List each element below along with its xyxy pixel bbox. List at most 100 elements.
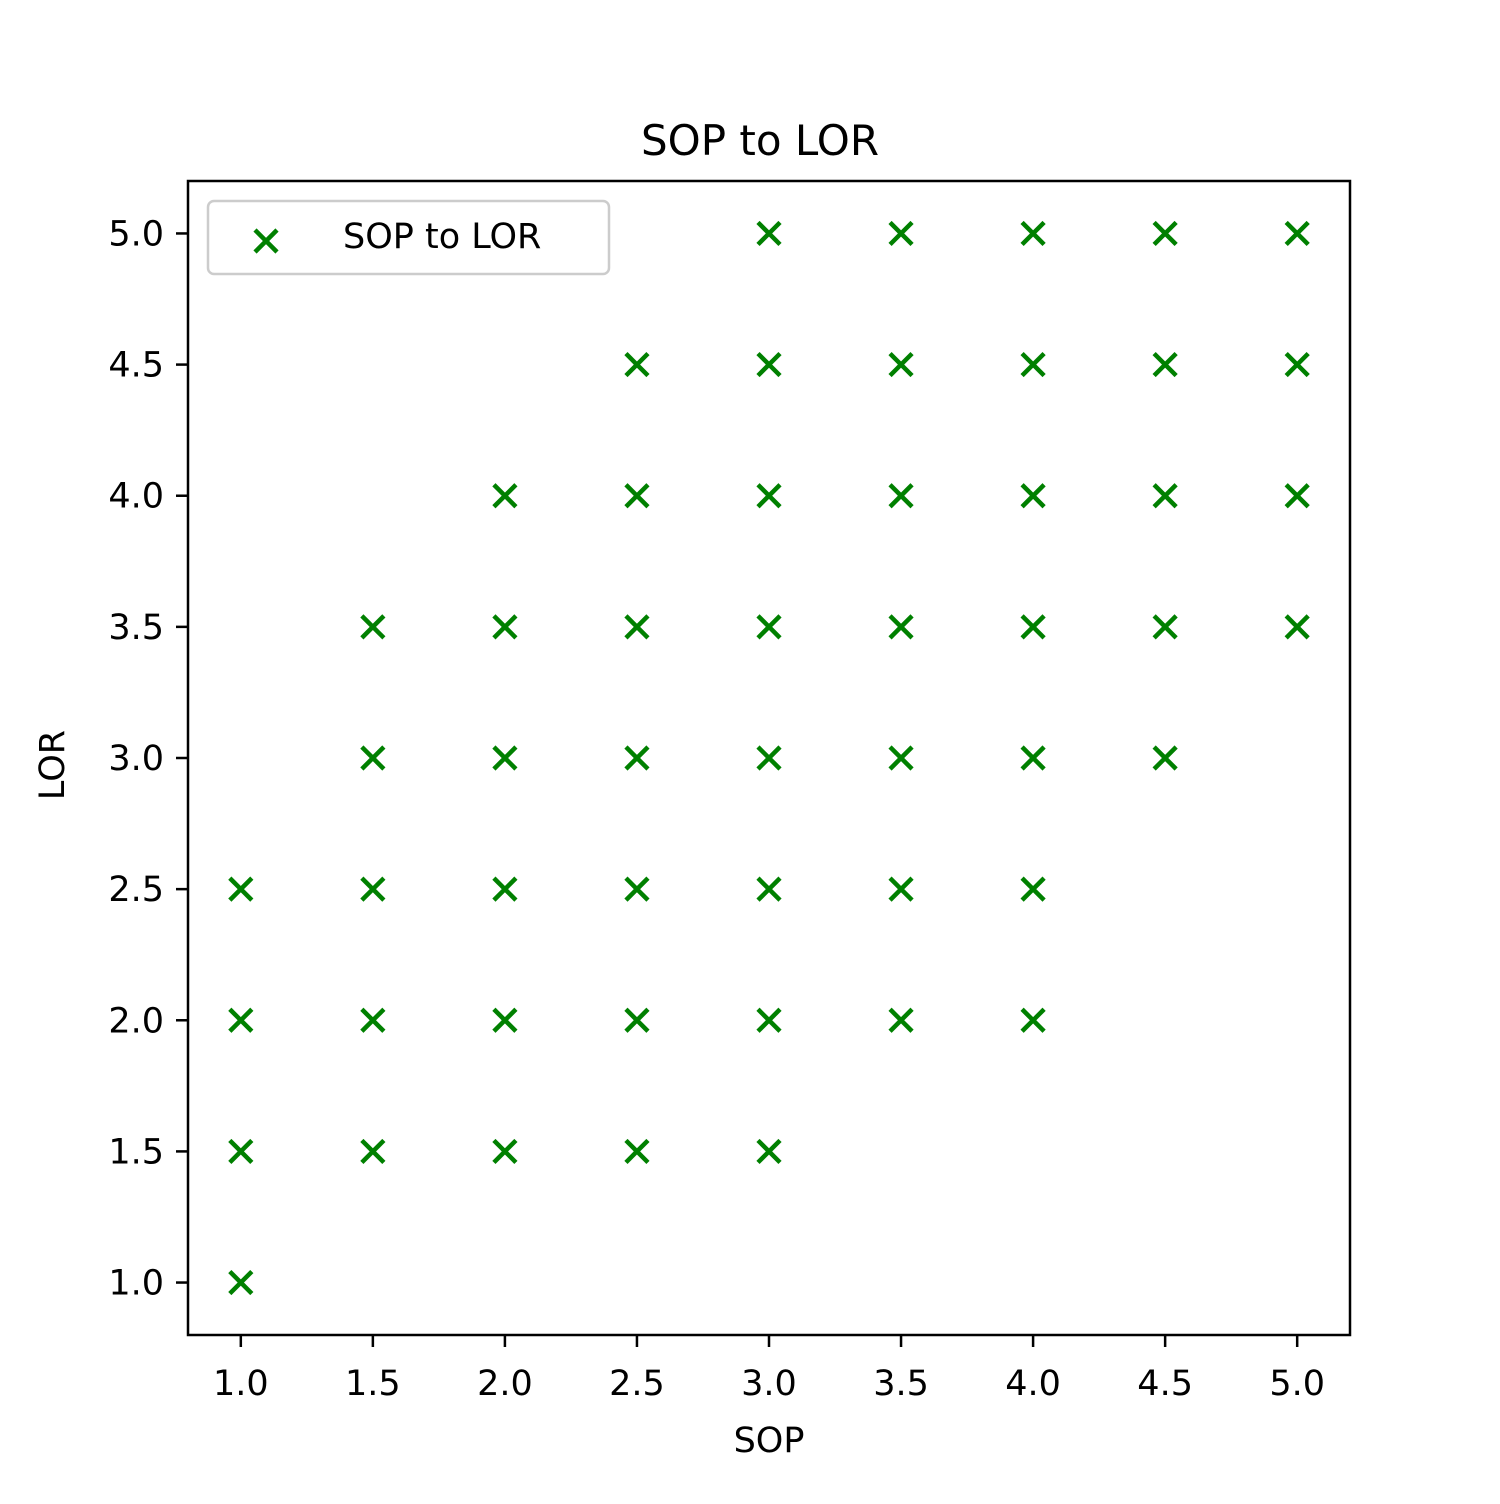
y-tick-label: 2.0 — [108, 1001, 164, 1041]
data-point — [1152, 745, 1178, 771]
data-point-stroke — [1152, 745, 1178, 771]
data-point-stroke — [1284, 483, 1310, 509]
data-point-stroke — [1284, 220, 1310, 247]
data-point-stroke — [1020, 876, 1046, 902]
legend-marker-stroke — [253, 228, 279, 254]
y-axis-label: LOR — [33, 730, 73, 800]
data-point — [624, 614, 650, 640]
data-point — [492, 876, 518, 902]
data-point — [1020, 1007, 1046, 1033]
data-point — [1020, 483, 1046, 509]
data-point — [1152, 351, 1178, 378]
data-point-stroke — [756, 614, 782, 640]
data-point — [756, 1007, 782, 1033]
data-point — [888, 1007, 914, 1033]
data-point — [624, 745, 650, 771]
data-point-stroke — [624, 1007, 650, 1033]
data-point — [228, 876, 254, 902]
data-point — [1020, 745, 1046, 771]
data-point-stroke — [888, 876, 914, 902]
data-point — [756, 745, 782, 771]
data-point — [756, 1138, 782, 1165]
data-point — [1284, 351, 1310, 378]
data-point — [360, 1007, 386, 1033]
data-point — [360, 614, 386, 640]
data-point — [1152, 614, 1178, 640]
data-point-stroke — [888, 614, 914, 640]
data-point-stroke — [624, 483, 650, 509]
data-point — [1152, 483, 1178, 509]
data-point-stroke — [756, 745, 782, 771]
legend-marker — [253, 228, 279, 254]
y-tick-label: 5.0 — [108, 214, 164, 254]
data-point — [756, 351, 782, 378]
data-point-stroke — [492, 876, 518, 902]
data-point-stroke — [1020, 220, 1046, 247]
data-point — [624, 351, 650, 378]
data-point-stroke — [492, 614, 518, 640]
data-point-stroke — [360, 876, 386, 902]
data-point — [756, 220, 782, 247]
data-point — [228, 1138, 254, 1165]
data-point-stroke — [228, 1269, 254, 1296]
data-point-stroke — [1152, 220, 1178, 247]
data-point — [756, 614, 782, 640]
data-point — [1284, 614, 1310, 640]
data-point-stroke — [624, 1138, 650, 1165]
x-tick-label: 3.0 — [741, 1364, 797, 1404]
data-point-stroke — [492, 483, 518, 509]
data-point-stroke — [888, 483, 914, 509]
y-tick-label: 1.0 — [108, 1264, 164, 1304]
data-point — [624, 1138, 650, 1165]
data-point — [888, 483, 914, 509]
data-point — [1020, 220, 1046, 247]
data-point — [360, 745, 386, 771]
data-point-stroke — [492, 1138, 518, 1165]
y-tick-label: 4.0 — [108, 477, 164, 517]
x-tick-label: 1.5 — [345, 1364, 401, 1404]
data-point-stroke — [1152, 351, 1178, 378]
y-axis: 1.0 1.5 2.0 2.5 3.0 3.5 4.0 4.5 5.0 — [108, 214, 188, 1304]
data-point-stroke — [756, 483, 782, 509]
x-tick-label: 2.0 — [477, 1364, 533, 1404]
data-point-stroke — [492, 1007, 518, 1033]
data-point-stroke — [888, 220, 914, 247]
data-point-stroke — [624, 614, 650, 640]
data-point — [360, 1138, 386, 1165]
data-point — [624, 1007, 650, 1033]
data-point — [1284, 220, 1310, 247]
y-tick-label: 2.5 — [108, 870, 164, 910]
data-point-stroke — [1020, 745, 1046, 771]
data-point — [1020, 351, 1046, 378]
legend-marker-icon — [253, 228, 279, 254]
data-point — [492, 614, 518, 640]
legend-label: SOP to LOR — [343, 217, 541, 257]
data-point-stroke — [228, 1138, 254, 1165]
data-point-stroke — [1284, 614, 1310, 640]
x-tick-label: 4.5 — [1137, 1364, 1193, 1404]
data-point-stroke — [228, 876, 254, 902]
data-point-stroke — [360, 1007, 386, 1033]
data-point-stroke — [1020, 351, 1046, 378]
data-point-stroke — [1152, 614, 1178, 640]
data-point — [888, 745, 914, 771]
y-tick-label: 3.0 — [108, 739, 164, 779]
data-point — [492, 483, 518, 509]
x-tick-label: 3.5 — [873, 1364, 929, 1404]
data-point-stroke — [756, 876, 782, 902]
data-point — [624, 483, 650, 509]
data-point-stroke — [360, 614, 386, 640]
data-point — [228, 1007, 254, 1033]
data-point — [888, 220, 914, 247]
y-tick-label: 4.5 — [108, 346, 164, 386]
data-point-stroke — [1020, 614, 1046, 640]
legend: SOP to LOR — [206, 199, 611, 276]
x-axis: 1.0 1.5 2.0 2.5 3.0 3.5 4.0 4.5 5.0 — [213, 1335, 1325, 1404]
data-point — [360, 876, 386, 902]
data-point-stroke — [888, 745, 914, 771]
data-point — [624, 876, 650, 902]
legend-box — [206, 199, 611, 276]
data-point-stroke — [1020, 1007, 1046, 1033]
data-point — [492, 1007, 518, 1033]
data-point — [1152, 220, 1178, 247]
